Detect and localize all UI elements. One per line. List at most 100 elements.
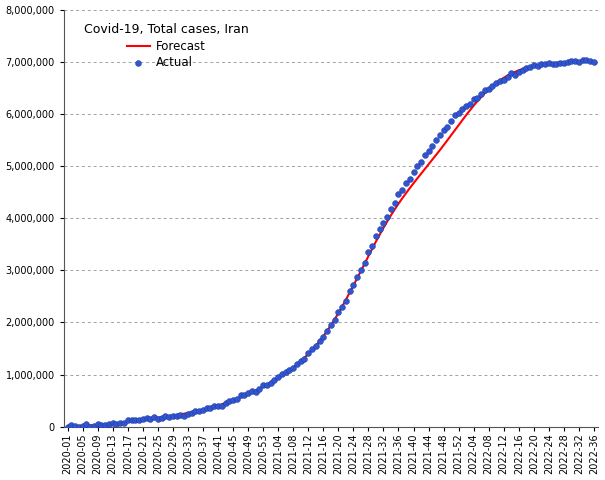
Actual — [194, 407, 204, 415]
Actual — [548, 60, 557, 68]
Actual — [311, 342, 321, 349]
Actual — [356, 266, 365, 274]
Actual — [540, 60, 550, 68]
Actual — [142, 414, 151, 422]
Actual — [495, 77, 505, 85]
Actual — [514, 68, 523, 75]
Actual — [138, 415, 148, 423]
Actual — [571, 58, 580, 65]
Actual — [240, 392, 249, 399]
Actual — [165, 413, 174, 421]
Actual — [341, 297, 351, 305]
Actual — [70, 422, 80, 430]
Actual — [250, 388, 260, 396]
Actual — [134, 416, 144, 424]
Actual — [307, 346, 317, 353]
Actual — [586, 58, 595, 65]
Actual — [145, 416, 155, 423]
Actual — [424, 147, 433, 155]
Actual — [413, 162, 422, 170]
Actual — [296, 357, 306, 365]
Actual — [533, 62, 543, 70]
Actual — [428, 143, 437, 150]
Actual — [552, 60, 561, 67]
Actual — [578, 56, 587, 64]
Actual — [326, 321, 336, 329]
Actual — [469, 96, 479, 103]
Actual — [345, 288, 355, 295]
Actual — [315, 337, 324, 345]
Actual — [119, 419, 129, 427]
Actual — [82, 420, 91, 428]
Forecast — [68, 423, 75, 429]
Actual — [352, 274, 362, 281]
Actual — [461, 102, 471, 109]
Actual — [563, 58, 572, 66]
Actual — [420, 151, 430, 159]
Actual — [255, 385, 264, 393]
Actual — [168, 412, 178, 420]
Actual — [217, 402, 227, 409]
Actual — [360, 259, 370, 266]
Actual — [74, 423, 83, 431]
Actual — [270, 376, 280, 384]
Actual — [281, 368, 290, 376]
Actual — [243, 389, 253, 397]
Actual — [126, 416, 136, 423]
Actual — [123, 416, 132, 424]
Actual — [405, 176, 414, 183]
Actual — [187, 409, 197, 417]
Actual — [397, 186, 407, 194]
Actual — [236, 392, 246, 399]
Actual — [473, 94, 482, 102]
Actual — [408, 168, 418, 176]
Actual — [506, 70, 516, 77]
Actual — [232, 395, 241, 403]
Actual — [258, 382, 268, 389]
Actual — [247, 387, 257, 395]
Actual — [371, 233, 381, 240]
Actual — [93, 420, 102, 428]
Actual — [567, 58, 577, 65]
Actual — [206, 405, 215, 412]
Actual — [63, 423, 73, 431]
Actual — [559, 59, 569, 67]
Actual — [457, 106, 467, 113]
Actual — [160, 412, 170, 420]
Actual — [435, 132, 445, 139]
Actual — [112, 420, 122, 428]
Actual — [537, 60, 546, 68]
Actual — [491, 79, 501, 86]
Actual — [221, 399, 231, 407]
Forecast — [523, 65, 530, 71]
Legend: Forecast, Actual: Forecast, Actual — [80, 20, 252, 73]
Actual — [465, 100, 475, 108]
Actual — [85, 423, 95, 431]
Actual — [446, 117, 456, 124]
Actual — [78, 422, 88, 430]
Actual — [488, 82, 497, 89]
Actual — [97, 421, 106, 429]
Forecast — [590, 58, 598, 64]
Actual — [510, 71, 520, 79]
Actual — [131, 416, 140, 424]
Actual — [529, 61, 538, 69]
Actual — [454, 109, 463, 117]
Actual — [480, 86, 490, 94]
Actual — [277, 371, 287, 378]
Actual — [104, 420, 114, 428]
Line: Forecast: Forecast — [68, 61, 594, 426]
Actual — [303, 349, 313, 357]
Actual — [581, 56, 591, 64]
Actual — [484, 85, 494, 93]
Actual — [431, 136, 441, 144]
Actual — [175, 411, 185, 419]
Actual — [89, 422, 99, 430]
Forecast — [64, 423, 71, 429]
Actual — [416, 158, 426, 166]
Actual — [292, 360, 302, 368]
Actual — [525, 63, 535, 71]
Actual — [299, 355, 309, 362]
Forecast — [237, 395, 244, 400]
Actual — [390, 200, 399, 207]
